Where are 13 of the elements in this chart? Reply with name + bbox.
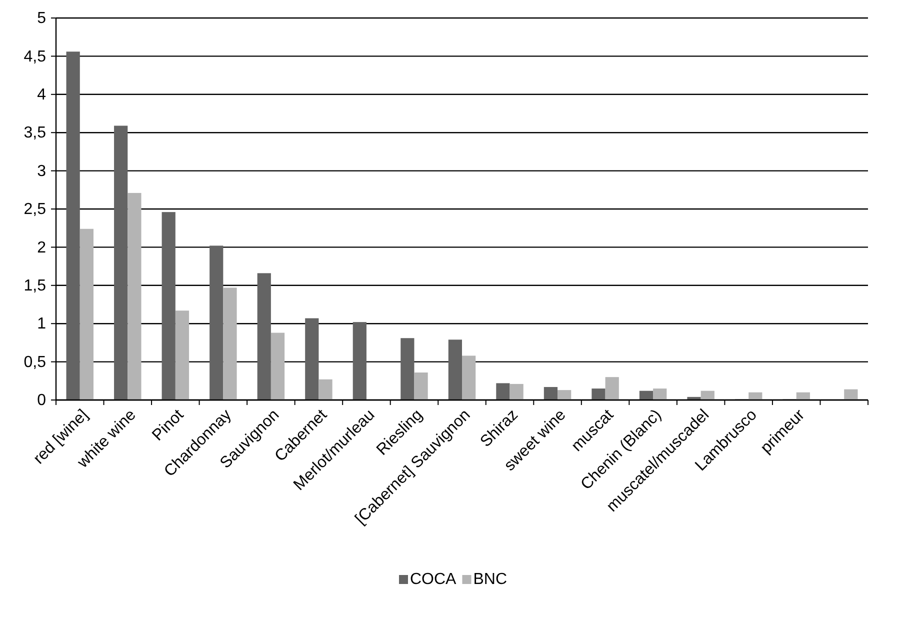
y-tick-label: 2 xyxy=(37,239,46,256)
legend-label: BNC xyxy=(473,571,508,588)
legend-label: COCA xyxy=(410,571,457,588)
y-tick-label: 2,5 xyxy=(24,201,46,218)
y-tick-label: 1,5 xyxy=(24,278,46,295)
y-tick-label: 0 xyxy=(37,392,46,410)
y-tick-label: 4 xyxy=(37,86,46,104)
y-tick-label: 1 xyxy=(37,316,46,333)
y-tick-label: 3,5 xyxy=(24,124,46,142)
y-tick-label: 4,5 xyxy=(24,48,46,66)
y-tick-label: 5 xyxy=(37,10,46,28)
y-tick-label: 0,5 xyxy=(24,354,46,371)
y-tick-label: 3 xyxy=(37,162,46,180)
